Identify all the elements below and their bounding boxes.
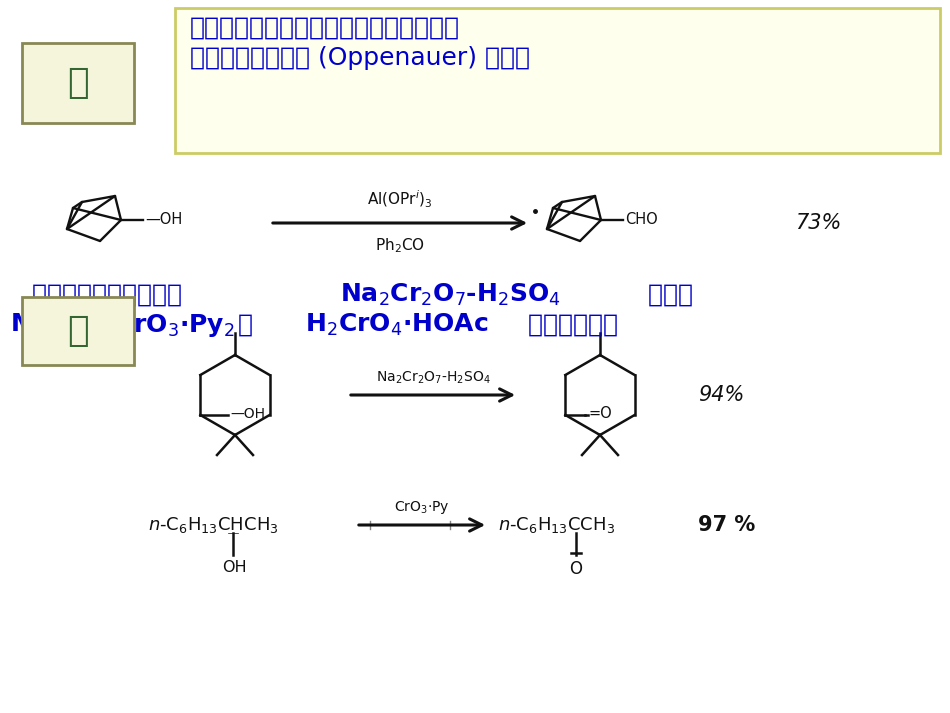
- Text: OH: OH: [222, 560, 247, 575]
- Text: Na$_2$Cr$_2$O$_7$-H$_2$SO$_4$: Na$_2$Cr$_2$O$_7$-H$_2$SO$_4$: [340, 282, 560, 308]
- Text: 例: 例: [67, 66, 88, 100]
- Bar: [175, 8, 940, 153]
- Text: 等为氧比剂。: 等为氧比剂。: [520, 313, 618, 337]
- Text: —OH: —OH: [145, 212, 182, 227]
- Text: ，: ，: [230, 313, 277, 337]
- Text: Al(OPr$^i$)$_3$: Al(OPr$^i$)$_3$: [368, 189, 433, 210]
- Text: 、: 、: [75, 313, 106, 337]
- Text: 97 %: 97 %: [698, 515, 755, 535]
- Bar: [22, 297, 134, 365]
- Text: MnO$_2$: MnO$_2$: [10, 312, 86, 338]
- Text: CrO$_3$$\cdot$Py: CrO$_3$$\cdot$Py: [394, 499, 449, 516]
- Text: $n$-C$_6$H$_{13}$CCH$_3$: $n$-C$_6$H$_{13}$CCH$_3$: [498, 515, 616, 535]
- Text: =O: =O: [588, 406, 612, 421]
- Text: CrO$_3$·Py$_2$: CrO$_3$·Py$_2$: [115, 312, 235, 339]
- Bar: [22, 43, 134, 123]
- Text: $n$-C$_6$H$_{13}$CHCH$_3$: $n$-C$_6$H$_{13}$CHCH$_3$: [148, 515, 278, 535]
- Text: CHO: CHO: [625, 212, 657, 227]
- Text: 例: 例: [67, 314, 88, 348]
- Text: Na$_2$Cr$_2$O$_7$-H$_2$SO$_4$: Na$_2$Cr$_2$O$_7$-H$_2$SO$_4$: [375, 369, 490, 386]
- Text: Ph$_2$CO: Ph$_2$CO: [375, 236, 425, 255]
- Text: 73%: 73%: [795, 213, 842, 233]
- Text: 仲醇氧化生成酮，常用: 仲醇氧化生成酮，常用: [32, 283, 190, 307]
- Text: 该反应即欧芬恼尔 (Oppenauer) 氧化：: 该反应即欧芬恼尔 (Oppenauer) 氧化：: [190, 46, 530, 70]
- Text: H$_2$CrO$_4$·HOAc: H$_2$CrO$_4$·HOAc: [305, 312, 488, 338]
- Text: —OH: —OH: [230, 407, 265, 421]
- Text: 异丙醇铝也可选择性地将伯醇氧化成醛，: 异丙醇铝也可选择性地将伯醇氧化成醛，: [190, 16, 460, 40]
- Text: O: O: [569, 560, 582, 578]
- Text: 94%: 94%: [698, 385, 745, 405]
- Text: 溶液或: 溶液或: [640, 283, 693, 307]
